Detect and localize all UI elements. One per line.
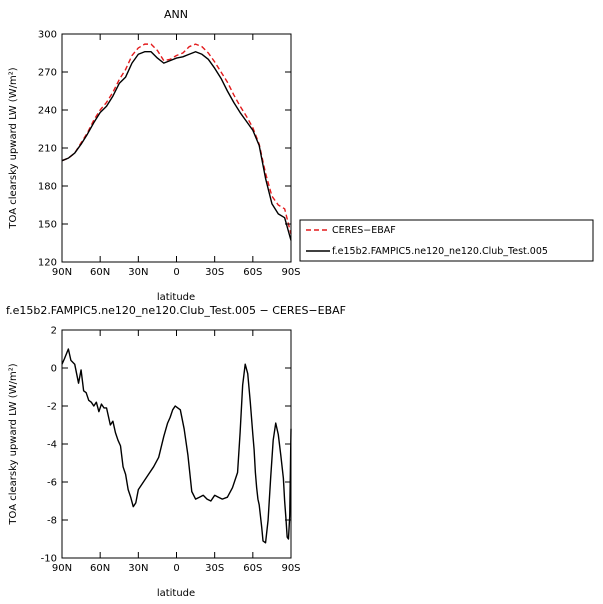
y-tick-label: 120 (38, 258, 57, 269)
top-chart-title: ANN (164, 8, 188, 21)
legend-box (299, 219, 594, 262)
y-tick-label: 240 (38, 106, 57, 117)
x-tick-label: 60N (90, 563, 110, 574)
x-tick-label: 90N (52, 267, 72, 278)
x-tick-label: 30N (128, 267, 148, 278)
y-tick-label: 0 (51, 364, 57, 375)
top-chart-lines (61, 43, 292, 241)
legend: CERES−EBAF f.e15b2.FAMPIC5.ne120_ne120.C… (299, 219, 594, 262)
y-tick-label: 150 (38, 220, 57, 231)
x-tick-label: 60S (243, 267, 262, 278)
x-tick-label: 30S (205, 563, 224, 574)
x-tick-label: 0 (173, 563, 179, 574)
x-tick-label: 0 (173, 267, 179, 278)
series-line-0 (61, 43, 292, 235)
y-tick-label: -4 (47, 440, 57, 451)
y-tick-label: -2 (47, 402, 57, 413)
top-chart-x-axis-title: latitude (157, 292, 195, 303)
x-tick-label: 90N (52, 563, 72, 574)
y-tick-label: 2 (51, 326, 57, 337)
y-tick-label: 210 (38, 144, 57, 155)
y-tick-label: -8 (47, 516, 57, 527)
bottom-chart-frame (61, 329, 292, 559)
bottom-chart: f.e15b2.FAMPIC5.ne120_ne120.Club_Test.00… (6, 304, 346, 599)
top-chart-x-ticks: 90N 60N 30N 0 30S 60S 90S (52, 34, 301, 278)
bottom-chart-title: f.e15b2.FAMPIC5.ne120_ne120.Club_Test.00… (6, 304, 346, 317)
x-tick-label: 60S (243, 563, 262, 574)
x-tick-label: 90S (281, 267, 300, 278)
bottom-chart-y-axis-title: TOA clearsky upward LW (W/m²) (8, 363, 19, 525)
legend-label-model: f.e15b2.FAMPIC5.ne120_ne120.Club_Test.00… (332, 246, 548, 257)
y-tick-label: -10 (41, 554, 57, 565)
top-chart-y-ticks: 120 150 180 210 240 270 300 (38, 30, 291, 269)
y-tick-label: -6 (47, 478, 57, 489)
y-tick-label: 270 (38, 68, 57, 79)
legend-label-ceres: CERES−EBAF (332, 225, 396, 236)
bottom-chart-y-ticks: -10 -8 -6 -4 -2 0 2 (41, 326, 291, 565)
top-chart-frame (61, 33, 292, 263)
bottom-chart-x-ticks: 90N 60N 30N 0 30S 60S 90S (52, 330, 301, 574)
top-chart-y-axis-title: TOA clearsky upward LW (W/m²) (8, 67, 19, 229)
series-line-1 (61, 51, 292, 241)
series-line-0 (61, 348, 292, 544)
bottom-chart-lines (61, 348, 292, 544)
y-tick-label: 300 (38, 30, 57, 41)
top-chart: ANN 120 150 180 210 240 270 300 90N 60N 30N 0 30S 6… (8, 8, 301, 303)
x-tick-label: 90S (281, 563, 300, 574)
x-tick-label: 30N (128, 563, 148, 574)
y-tick-label: 180 (38, 182, 57, 193)
x-tick-label: 60N (90, 267, 110, 278)
bottom-chart-x-axis-title: latitude (157, 588, 195, 599)
x-tick-label: 30S (205, 267, 224, 278)
